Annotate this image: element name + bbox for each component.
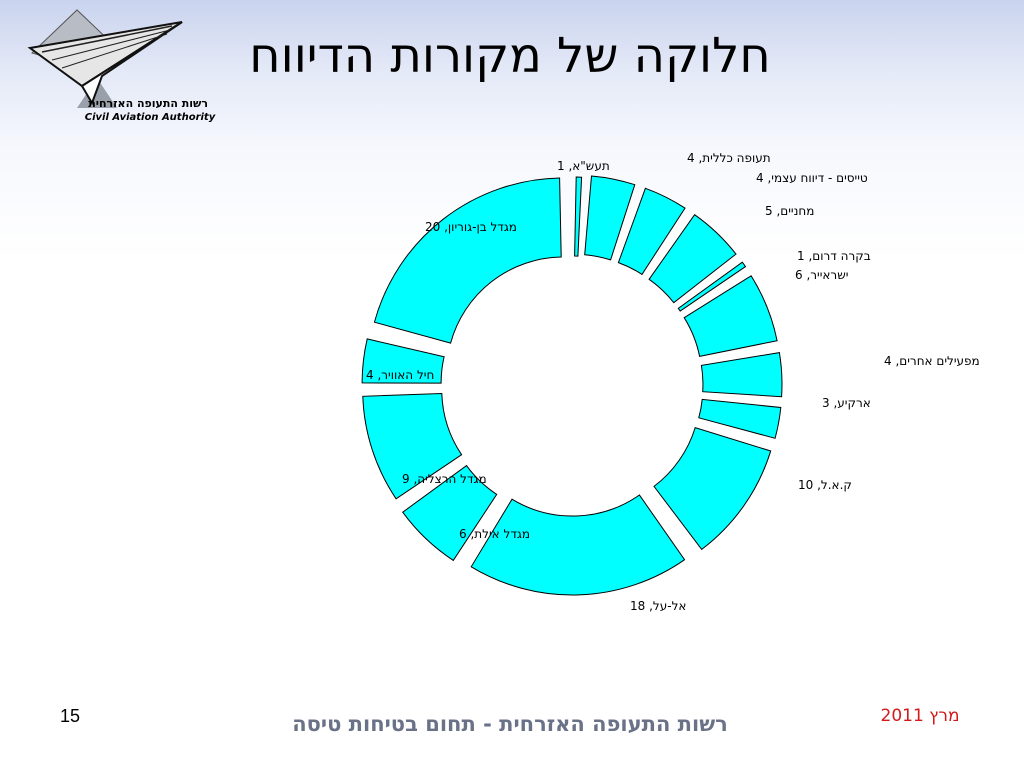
slice-label: ישראייר, 6: [795, 268, 848, 282]
slice-label: טייסים - דיווח עצמי, 4: [756, 171, 868, 185]
slice-label: אל-על, 18: [630, 599, 686, 613]
slice-label: תעש"א, 1: [557, 159, 610, 173]
slice-label: בקרה דרום, 1: [797, 249, 871, 263]
pie-slice: [698, 398, 782, 439]
footer-date: מרץ 2011: [880, 706, 960, 726]
pie-slice: [402, 464, 498, 562]
footer-organization: רשות התעופה האזרחית - תחום בטיחות טיסה: [292, 712, 728, 736]
pie-slice: [700, 352, 783, 398]
slice-label: תעופה כללית, 4: [687, 151, 771, 165]
paper-plane-icon: [27, 9, 183, 108]
pie-slice: [617, 187, 686, 276]
pie-slice: [362, 392, 463, 500]
logo-text-hebrew: רשות התעופה האזרחית: [88, 97, 208, 110]
logo-text-english: Civil Aviation Authority: [85, 112, 216, 123]
slice-label: מגדל בן-גוריון, 20: [425, 220, 517, 234]
slice-label: מפעילים אחרים, 4: [884, 354, 980, 368]
slice-label: מחניים, 5: [765, 204, 814, 218]
page-number: 15: [60, 706, 81, 726]
pie-slice: [677, 261, 747, 312]
slice-label: מגדל אילת, 6: [459, 527, 530, 541]
pie-slice: [574, 176, 583, 257]
slice-label: מגדל הרצליה, 9: [402, 472, 487, 486]
pie-slice: [373, 177, 562, 344]
pie-slice: [683, 275, 778, 357]
slice-label: ק.א.ל, 10: [798, 478, 852, 492]
slice-label: חיל האוויר, 4: [366, 368, 434, 382]
slice-label: ארקיע, 3: [822, 396, 871, 410]
pie-slice: [648, 214, 737, 304]
pie-slice: [361, 338, 445, 384]
pie-slice: [653, 426, 772, 551]
page-title: חלוקה של מקורות הדיווח: [249, 28, 771, 84]
pie-slice: [470, 494, 686, 596]
logo: רשות התעופה האזרחית Civil Aviation Autho…: [27, 9, 216, 123]
pie-slice: [584, 175, 636, 261]
